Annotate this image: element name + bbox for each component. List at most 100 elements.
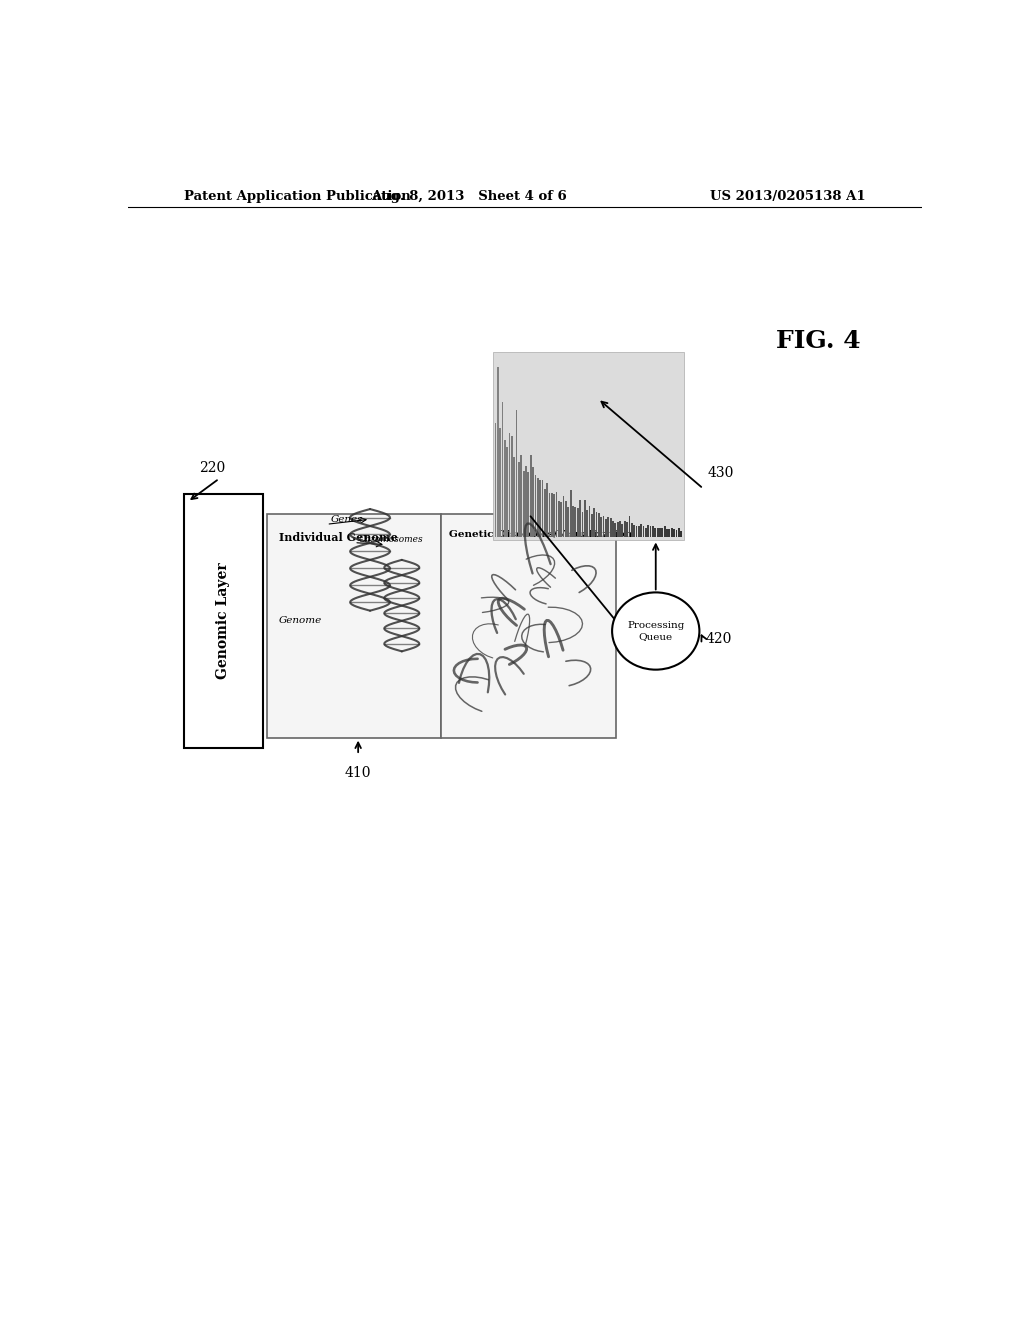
Bar: [532, 467, 534, 536]
Bar: [607, 516, 609, 536]
Bar: [654, 528, 656, 536]
Bar: [511, 436, 513, 536]
Bar: [616, 523, 618, 536]
Bar: [518, 462, 520, 536]
Bar: [680, 531, 682, 536]
Bar: [556, 491, 557, 536]
Text: Genomic Layer: Genomic Layer: [216, 562, 230, 680]
Bar: [540, 479, 541, 536]
Bar: [551, 492, 553, 536]
Bar: [603, 516, 604, 536]
Bar: [525, 466, 527, 536]
Bar: [542, 480, 544, 536]
Bar: [591, 513, 593, 536]
Bar: [506, 446, 508, 536]
Bar: [509, 433, 510, 536]
Bar: [652, 525, 654, 536]
Bar: [567, 507, 569, 536]
Bar: [537, 478, 539, 536]
Text: Processing
Queue: Processing Queue: [627, 622, 684, 640]
Text: Genetic Disorders/Visualization: Genetic Disorders/Visualization: [450, 529, 633, 539]
Bar: [516, 409, 517, 536]
Bar: [563, 496, 564, 536]
Bar: [673, 529, 675, 536]
Bar: [589, 506, 591, 536]
Bar: [600, 517, 602, 536]
Bar: [667, 529, 668, 536]
Bar: [549, 494, 550, 536]
Bar: [614, 523, 616, 536]
Bar: [535, 475, 537, 536]
Bar: [502, 403, 504, 536]
Bar: [504, 441, 506, 536]
Bar: [620, 521, 621, 536]
Bar: [664, 525, 666, 536]
Bar: [593, 508, 595, 536]
Bar: [546, 483, 548, 536]
Text: Chromosomes: Chromosomes: [358, 535, 423, 544]
Bar: [662, 528, 664, 536]
Bar: [612, 521, 613, 536]
Bar: [582, 512, 584, 536]
Text: Genes: Genes: [331, 515, 362, 524]
Bar: [584, 500, 586, 536]
Bar: [640, 524, 642, 536]
Bar: [629, 516, 631, 536]
Text: Patent Application Publication: Patent Application Publication: [183, 190, 411, 202]
Bar: [558, 502, 560, 536]
Bar: [544, 488, 546, 536]
Text: 220: 220: [200, 462, 225, 475]
Bar: [656, 528, 658, 536]
Bar: [671, 528, 673, 536]
Bar: [267, 515, 441, 738]
Bar: [678, 528, 680, 536]
Bar: [441, 515, 616, 738]
Bar: [527, 471, 529, 536]
Bar: [497, 367, 499, 536]
Bar: [649, 525, 651, 536]
Bar: [495, 422, 497, 536]
Bar: [553, 494, 555, 536]
Bar: [609, 517, 611, 536]
Bar: [586, 510, 588, 536]
Bar: [513, 457, 515, 536]
Text: 430: 430: [708, 466, 734, 480]
Bar: [645, 528, 647, 536]
Bar: [647, 525, 649, 536]
Bar: [676, 529, 677, 536]
Text: US 2013/0205138 A1: US 2013/0205138 A1: [711, 190, 866, 202]
Bar: [598, 512, 600, 536]
Bar: [569, 490, 571, 536]
Bar: [494, 351, 684, 540]
Text: FIG. 4: FIG. 4: [776, 330, 861, 354]
Bar: [659, 528, 660, 536]
Bar: [633, 525, 635, 536]
Bar: [596, 512, 597, 536]
Bar: [560, 502, 562, 536]
Bar: [627, 521, 628, 536]
Bar: [624, 520, 626, 536]
Text: 410: 410: [345, 767, 372, 780]
Bar: [669, 529, 671, 536]
Bar: [520, 454, 522, 536]
Bar: [572, 507, 573, 536]
Bar: [574, 507, 577, 536]
Text: Aug. 8, 2013   Sheet 4 of 6: Aug. 8, 2013 Sheet 4 of 6: [372, 190, 567, 202]
Bar: [643, 527, 644, 536]
Bar: [638, 527, 640, 536]
Bar: [577, 508, 579, 536]
Bar: [636, 525, 637, 536]
Text: Genome: Genome: [279, 616, 322, 626]
Bar: [529, 454, 531, 536]
Bar: [565, 500, 567, 536]
Bar: [522, 471, 524, 536]
Text: Individual Genome: Individual Genome: [279, 532, 397, 544]
Bar: [631, 524, 633, 536]
Bar: [580, 500, 581, 536]
Bar: [500, 428, 501, 536]
Bar: [183, 494, 263, 748]
Bar: [605, 519, 607, 536]
Text: 420: 420: [706, 632, 732, 647]
Bar: [622, 524, 624, 536]
Ellipse shape: [612, 593, 699, 669]
